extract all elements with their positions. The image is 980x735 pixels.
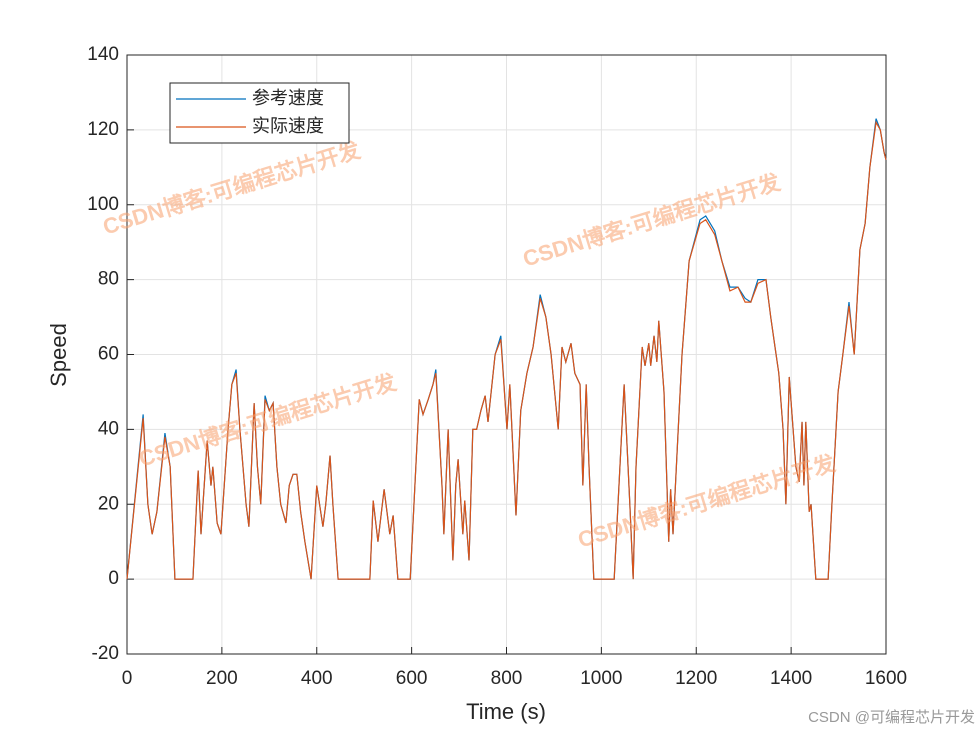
legend-box xyxy=(169,82,350,144)
x-tick-label: 1400 xyxy=(770,668,812,689)
x-tick-label: 0 xyxy=(122,668,133,689)
y-tick-label: 40 xyxy=(98,418,119,439)
x-axis-label: Time (s) xyxy=(466,699,546,724)
footer: CSDN @可编程芯片开发 xyxy=(808,709,975,726)
y-tick-label: 120 xyxy=(87,119,119,140)
legend-label: 参考速度 xyxy=(252,88,324,108)
y-tick-label: 140 xyxy=(87,44,119,65)
x-tick-label: 1000 xyxy=(580,668,622,689)
y-tick-label: 100 xyxy=(87,194,119,215)
x-tick-label: 800 xyxy=(491,668,523,689)
x-tick-label: 200 xyxy=(206,668,238,689)
x-tick-label: 1200 xyxy=(675,668,717,689)
axes-box xyxy=(126,54,887,655)
y-tick-label: 60 xyxy=(98,344,119,365)
y-axis-label: Speed xyxy=(46,323,71,387)
y-tick-label: 0 xyxy=(108,568,119,589)
series-line xyxy=(126,120,887,580)
y-tick-label: 20 xyxy=(98,493,119,514)
x-tick-label: 400 xyxy=(301,668,333,689)
x-tick-label: 600 xyxy=(396,668,428,689)
y-tick-label: 80 xyxy=(98,269,119,290)
x-tick-label: 1600 xyxy=(865,668,907,689)
y-tick-label: -20 xyxy=(92,643,119,664)
legend-label: 实际速度 xyxy=(252,116,324,136)
